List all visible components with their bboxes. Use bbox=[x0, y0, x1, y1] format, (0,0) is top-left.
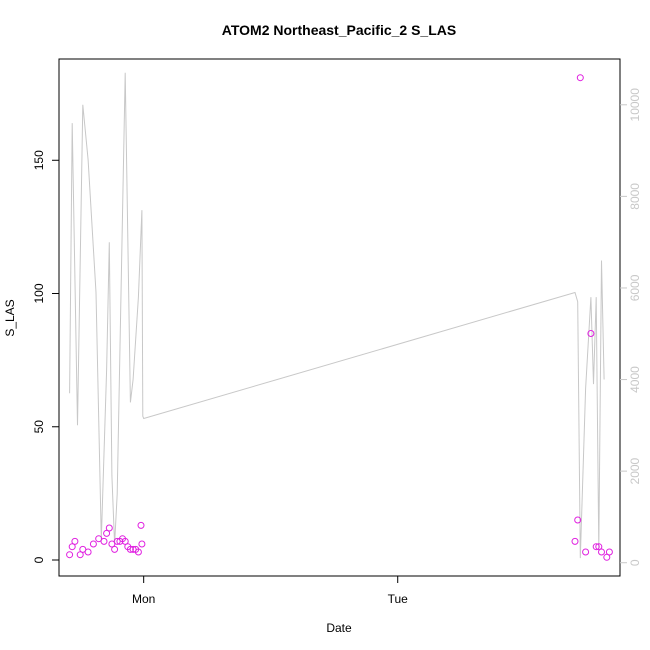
y-tick-label: 100 bbox=[32, 283, 46, 303]
series-line bbox=[69, 72, 605, 559]
data-point bbox=[574, 516, 582, 524]
data-point bbox=[95, 535, 103, 543]
data-point bbox=[111, 545, 119, 553]
data-point bbox=[571, 537, 579, 545]
data-point bbox=[592, 543, 600, 551]
y2-tick-label: 0 bbox=[628, 559, 642, 566]
y-tick-label: 0 bbox=[32, 556, 46, 563]
y-axis-left: 0 50 100 150 bbox=[32, 150, 59, 563]
data-point bbox=[84, 548, 92, 556]
data-point bbox=[582, 548, 590, 556]
y2-tick-label: 8000 bbox=[628, 183, 642, 210]
y2-tick-label: 6000 bbox=[628, 274, 642, 301]
data-point bbox=[89, 540, 97, 548]
data-point bbox=[137, 521, 145, 529]
x-axis: Mon Tue bbox=[132, 576, 408, 606]
x-tick-label: Mon bbox=[132, 592, 155, 606]
data-point bbox=[113, 537, 121, 545]
data-point bbox=[71, 537, 79, 545]
y2-tick-label: 10000 bbox=[628, 88, 642, 122]
y-tick-label: 50 bbox=[32, 420, 46, 434]
x-axis-label: Date bbox=[326, 621, 352, 635]
data-point bbox=[68, 543, 76, 551]
y2-tick-label: 2000 bbox=[628, 457, 642, 484]
y-tick-label: 150 bbox=[32, 150, 46, 170]
data-point bbox=[605, 548, 613, 556]
data-point bbox=[126, 545, 134, 553]
data-point bbox=[595, 543, 603, 551]
data-point bbox=[66, 551, 74, 559]
data-point bbox=[134, 548, 142, 556]
plot-frame bbox=[58, 58, 621, 577]
data-point bbox=[576, 74, 584, 82]
series-line-layer bbox=[69, 72, 605, 559]
data-point bbox=[100, 537, 108, 545]
y-axis-label: S_LAS bbox=[3, 299, 17, 336]
y2-tick-label: 4000 bbox=[628, 366, 642, 393]
y-axis-right: 0 2000 4000 6000 8000 10000 bbox=[620, 88, 642, 566]
data-point bbox=[105, 524, 113, 532]
series-points-layer bbox=[66, 74, 613, 561]
chart-title: ATOM2 Northeast_Pacific_2 S_LAS bbox=[222, 22, 456, 38]
data-point bbox=[138, 540, 146, 548]
data-point bbox=[598, 548, 605, 556]
data-point bbox=[587, 330, 595, 337]
data-point bbox=[103, 529, 111, 537]
x-tick-label: Tue bbox=[388, 592, 409, 606]
